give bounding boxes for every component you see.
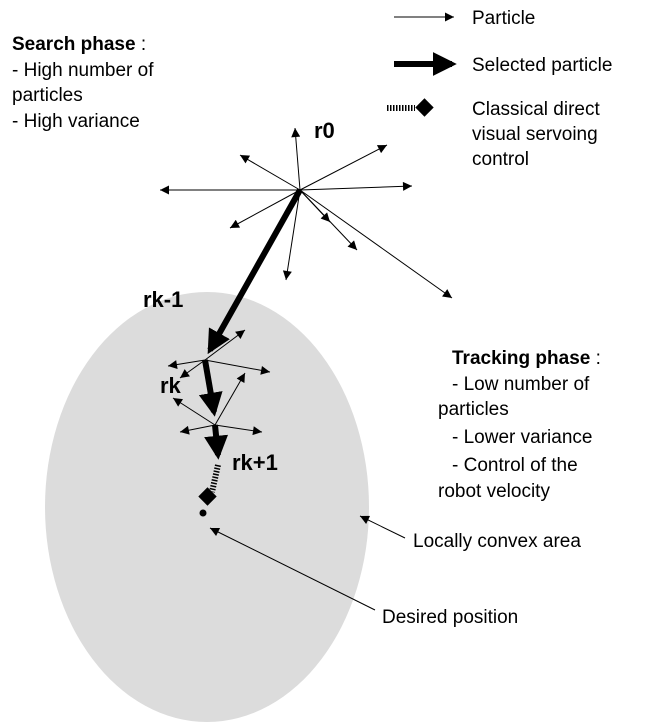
- legend-label: Classical direct: [472, 99, 600, 120]
- node-label: rk+1: [232, 450, 278, 475]
- tracking-title: Tracking phase :: [452, 348, 601, 369]
- search-title-text: Search phase: [12, 34, 136, 55]
- tracking-line: - Lower variance: [452, 427, 592, 448]
- legend-label: Particle: [472, 8, 535, 29]
- tracking-title-text: Tracking phase: [452, 348, 590, 369]
- node-label: rk-1: [143, 287, 183, 312]
- tracking-line: particles: [438, 399, 509, 420]
- search-line: - High number of: [12, 60, 154, 81]
- legend-label: control: [472, 149, 529, 170]
- annotation-arrow: [359, 515, 406, 539]
- convex-area: [45, 292, 369, 722]
- legend-label: visual servoing: [472, 124, 598, 145]
- legend-label: Selected particle: [472, 55, 612, 76]
- annotation-arrow: [209, 527, 376, 611]
- selected-path: [198, 188, 303, 517]
- legend: Particle Selected particle Classical dir…: [387, 8, 612, 170]
- search-title: Search phase :: [12, 34, 146, 55]
- search-title-suffix: :: [141, 34, 146, 55]
- annotation: Locally convex area: [413, 531, 581, 552]
- node-label: rk: [160, 373, 182, 398]
- search-line: - High variance: [12, 111, 140, 132]
- annotation: Desired position: [382, 607, 518, 628]
- node-label: r0: [314, 118, 335, 143]
- tracking-line: robot velocity: [438, 481, 550, 502]
- tracking-title-suffix: :: [596, 348, 601, 369]
- tracking-line: - Low number of: [452, 374, 590, 395]
- search-particles: [160, 127, 453, 299]
- search-line: particles: [12, 85, 83, 106]
- tracking-line: - Control of the: [452, 455, 578, 476]
